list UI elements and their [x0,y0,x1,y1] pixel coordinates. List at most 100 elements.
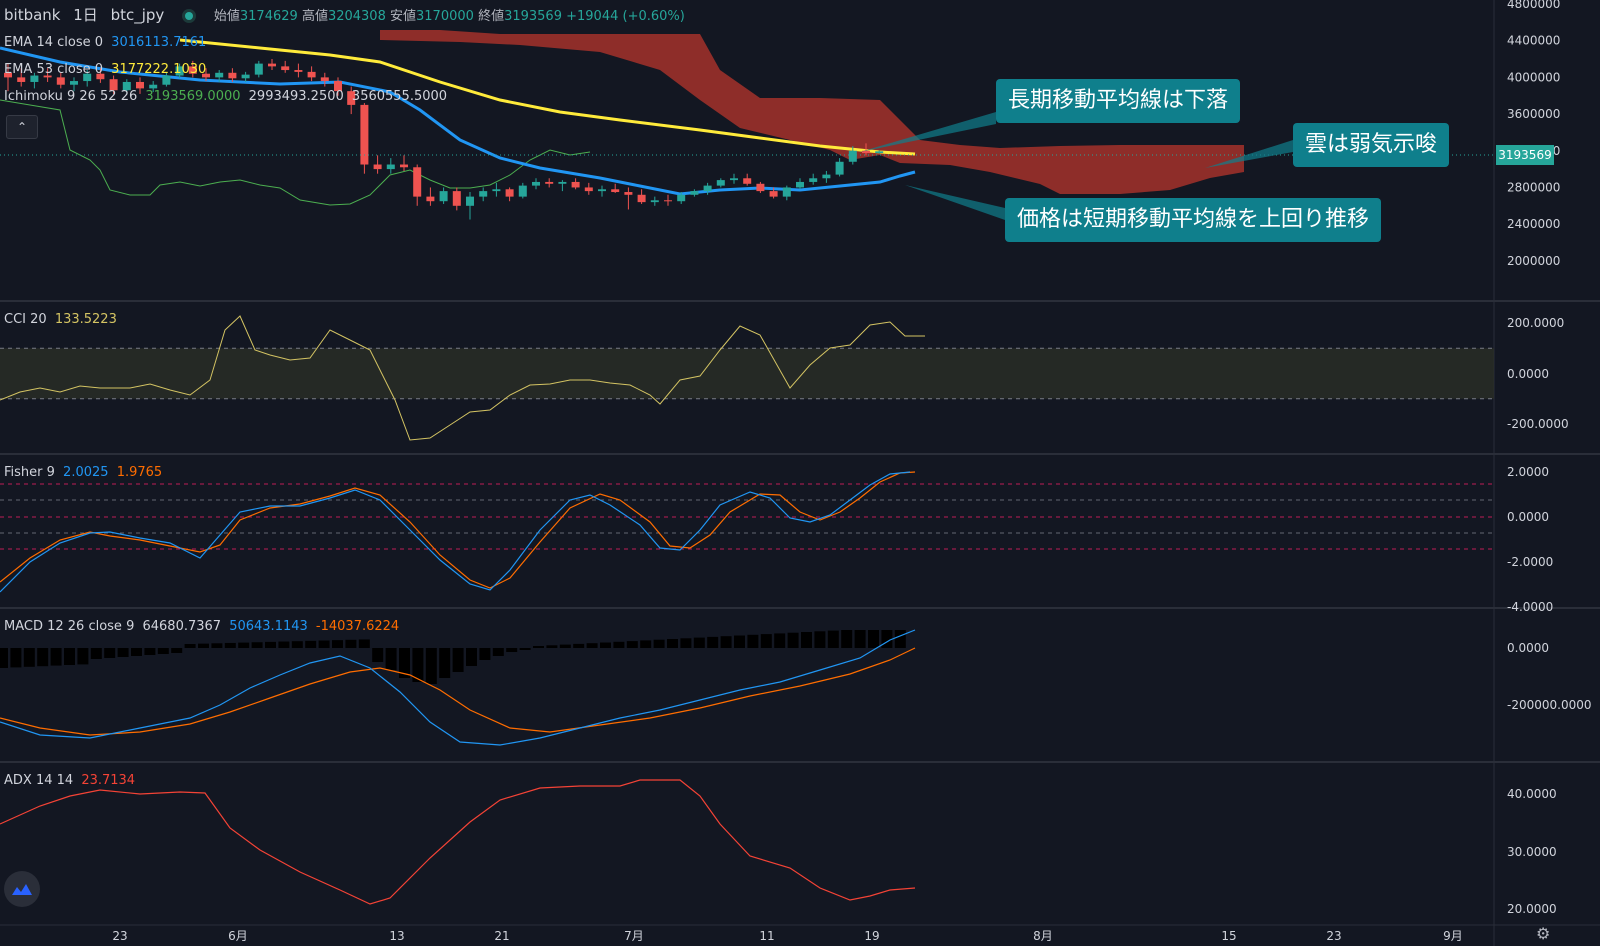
fisher-legend[interactable]: Fisher 9 2.0025 1.9765 [4,465,162,481]
callout-price[interactable]: 価格は短期移動平均線を上回り推移 [1005,198,1382,242]
fisher-label: Fisher 9 [4,465,55,480]
candle [109,79,118,91]
high-label: 高値 [301,9,328,24]
macd-histogram-bar [573,643,585,648]
macd-signal-line [0,647,916,736]
candle [215,72,224,78]
macd-histogram-bar [372,648,384,662]
interval-label[interactable]: 1日 [73,6,98,24]
ichimoku-value-3: 3560555.5000 [351,89,448,104]
candle [307,71,316,78]
ichimoku-legend[interactable]: Ichimoku 9 26 52 26 3193569.0000 2993493… [4,89,447,105]
macd-histogram-bar [144,648,156,655]
candle [782,187,791,197]
cci-axis-label: 200.0000 [1507,316,1564,330]
macd-histogram-bar [224,642,236,648]
tradingview-logo-icon[interactable] [4,871,40,907]
macd-histogram-bar [184,644,196,648]
macd-histogram-bar [305,640,317,648]
adx-legend[interactable]: ADX 14 14 23.7134 [4,773,135,789]
open-label: 始値 [213,9,240,24]
candle [518,185,527,197]
candle [664,200,672,202]
macd-histogram-bar [37,648,49,667]
fisher-trigger-line [0,471,916,589]
candle [17,77,26,82]
candle [716,180,725,186]
cci-legend[interactable]: CCI 20 133.5223 [4,312,117,328]
time-axis-label: 23 [112,929,127,943]
change-value: +19044 (+0.60%) [566,9,685,24]
macd-histogram-bar [104,648,116,658]
adx-axis-label: 30.0000 [1507,845,1557,859]
candle [743,178,752,184]
callout-long-ma[interactable]: 長期移動平均線は下落 [996,79,1241,123]
callout-cloud[interactable]: 雲は弱気示唆 [1293,123,1450,167]
adx-axis-label: 20.0000 [1507,902,1557,916]
macd-histogram-bar [653,639,665,648]
time-axis-label: 19 [864,929,879,943]
candle [730,178,738,181]
macd-histogram-bar [586,643,598,648]
macd-histogram-bar [77,648,89,665]
collapse-legend-button[interactable]: ⌃ [6,115,38,139]
macd-histogram-bar [613,641,625,648]
candle [4,72,12,78]
macd-histogram-bar [707,636,719,648]
macd-value-2: -14037.6224 [315,619,400,634]
candle [822,174,831,179]
cci-axis-label: -200.0000 [1507,417,1569,431]
candle [479,191,488,197]
time-axis-label: 11 [759,929,774,943]
candle [545,181,554,184]
ema53-label: EMA 53 close 0 [4,62,104,77]
candle [254,63,263,75]
candle [809,178,818,182]
macd-legend[interactable]: MACD 12 26 close 9 64680.7367 50643.1143… [4,619,399,635]
cci-band [0,348,1494,399]
macd-histogram-bar [0,648,8,668]
macd-histogram-bar [50,648,62,666]
macd-histogram-bar [10,648,22,668]
adx-value: 23.7134 [81,773,136,788]
candle [703,185,712,192]
close-label: 終値 [478,9,505,24]
macd-histogram-bar [546,645,558,648]
candle [228,72,237,79]
low-label: 安値 [390,9,417,24]
macd-histogram-bar [278,641,290,648]
time-axis-label: 8月 [1033,929,1053,943]
candle [875,151,884,154]
macd-histogram-bar [358,639,370,648]
symbol-header[interactable]: bitbank 1日 btc_jpy 始値3174629 高値3204308 安… [4,6,685,26]
macd-histogram-bar [667,639,678,648]
ema14-legend[interactable]: EMA 14 close 0 3016113.7161 [4,35,206,51]
macd-histogram-bar [157,648,169,654]
adx-axis-label: 40.0000 [1507,787,1557,801]
macd-histogram-bar [466,648,477,666]
cci-label: CCI 20 [4,312,47,327]
fisher-line [0,471,911,593]
candle [452,191,461,206]
candle [241,74,250,79]
symbol-name[interactable]: bitbank [4,6,61,24]
macd-histogram-bar [894,630,906,648]
candle [162,75,171,85]
macd-histogram-bar [64,648,75,665]
candle [43,75,52,78]
ichimoku-label: Ichimoku 9 26 52 26 [4,89,138,104]
high-value: 3204308 [327,9,386,24]
fisher-value-2: 1.9765 [116,465,163,480]
price-axis-label: 4400000 [1507,34,1560,48]
ema53-legend[interactable]: EMA 53 close 0 3177222.1030 [4,62,206,78]
gear-icon[interactable]: ⚙ [1536,924,1551,943]
ema14-line [0,46,916,196]
fisher-axis-label: -4.0000 [1507,600,1553,614]
fisher-axis-label: -2.0000 [1507,555,1553,569]
price-axis-label: 2400000 [1507,217,1560,231]
candle [320,77,329,82]
macd-label: MACD 12 26 close 9 [4,619,135,634]
ichimoku-lagging-span [0,99,591,206]
fisher-axis-label: 0.0000 [1507,510,1549,524]
